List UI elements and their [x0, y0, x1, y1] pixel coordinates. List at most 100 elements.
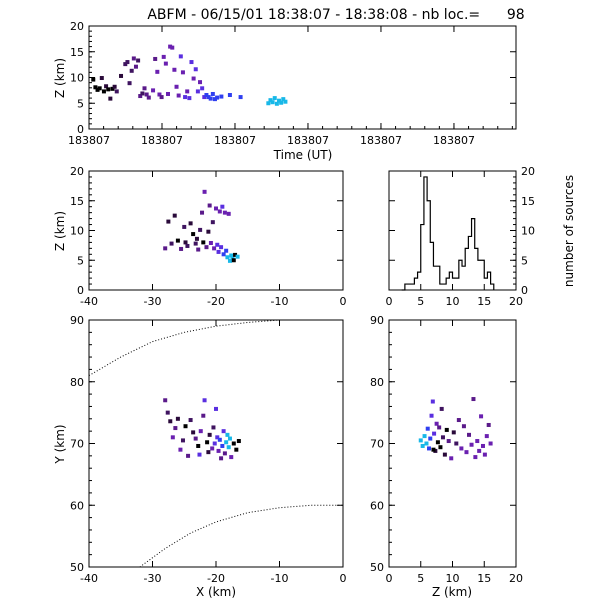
histogram-bin — [478, 260, 481, 290]
source-point — [202, 189, 207, 194]
source-point — [206, 229, 211, 234]
histogram-bin — [430, 242, 433, 290]
y-tick-label: 10 — [70, 72, 84, 85]
histogram-bin — [487, 272, 490, 290]
time-height-marks — [91, 44, 288, 106]
source-point — [473, 455, 478, 460]
source-point — [226, 445, 231, 450]
source-point — [191, 430, 196, 435]
source-point — [216, 448, 221, 453]
source-point — [176, 93, 181, 98]
source-point — [279, 100, 284, 105]
source-point — [434, 421, 439, 426]
x-tick-label: 10 — [446, 572, 460, 585]
x-y-ylabel: Y (km) — [53, 424, 67, 464]
source-point — [172, 213, 177, 218]
source-point — [220, 204, 225, 209]
x-tick-label: 15 — [477, 295, 491, 308]
x-y-arcs — [88, 319, 343, 568]
source-point — [193, 241, 198, 246]
source-point — [220, 443, 225, 448]
x-y-marks — [163, 398, 241, 461]
source-point — [215, 95, 220, 100]
source-point — [188, 418, 193, 423]
x-y-panel: 50 60 70 80 90 -40 -30 -20 -10 0 X (km) Y (km) — [53, 314, 347, 599]
source-point — [459, 446, 464, 451]
y-tick-label: 70 — [70, 438, 84, 451]
source-point — [163, 246, 168, 251]
source-point — [222, 210, 227, 215]
y-tick-label: 15 — [70, 46, 84, 59]
histogram-bin — [433, 266, 436, 290]
x-tick-label: -40 — [80, 295, 98, 308]
source-point — [486, 422, 491, 427]
source-point — [207, 203, 212, 208]
source-point — [204, 245, 209, 250]
source-point — [191, 232, 196, 237]
source-point — [233, 252, 238, 257]
source-point — [185, 89, 190, 94]
source-point — [225, 432, 230, 437]
source-point — [204, 93, 209, 98]
y-tick-label: 50 — [370, 561, 384, 574]
source-point — [446, 439, 451, 444]
source-point — [200, 86, 205, 91]
source-point — [454, 441, 459, 446]
source-point — [234, 447, 239, 452]
source-point — [202, 398, 207, 403]
x-tick-label: 183807 — [68, 134, 110, 147]
source-point — [194, 236, 199, 241]
network-range-arc — [88, 319, 280, 377]
source-point — [479, 414, 484, 419]
time-height-ylabel: Z (km) — [53, 58, 67, 98]
x-z-frame — [88, 170, 344, 291]
source-point — [101, 89, 106, 94]
x-y-xlabel: X (km) — [196, 585, 236, 599]
source-point — [206, 95, 211, 100]
histogram-step-line — [401, 176, 495, 291]
z-y-ticks: 50 60 70 80 90 0 5 10 15 20 — [370, 314, 523, 585]
source-point — [422, 434, 427, 439]
y-tick-label: 5 — [77, 97, 84, 110]
source-point — [182, 224, 187, 229]
source-point — [205, 440, 210, 445]
source-point — [227, 93, 232, 98]
source-point — [219, 245, 224, 250]
source-point — [439, 406, 444, 411]
source-point — [123, 62, 128, 67]
source-point — [198, 429, 203, 434]
source-point — [215, 242, 220, 247]
source-point — [217, 437, 222, 442]
histogram-bin — [446, 278, 449, 290]
source-point — [163, 398, 168, 403]
source-point — [159, 95, 164, 100]
histogram-bin — [424, 177, 427, 290]
source-point — [95, 87, 100, 92]
source-point — [214, 206, 218, 211]
source-point — [178, 54, 183, 59]
histogram-bin — [421, 225, 424, 290]
histogram-bin — [443, 284, 446, 290]
source-point — [91, 77, 96, 82]
source-point — [464, 450, 469, 455]
source-point — [153, 56, 158, 61]
source-point — [191, 76, 196, 81]
source-point — [477, 448, 482, 453]
x-y-frame — [88, 319, 344, 568]
source-point — [174, 84, 179, 89]
histogram-bin — [462, 266, 465, 290]
source-point — [268, 98, 273, 103]
y-tick-label: 80 — [370, 376, 384, 389]
source-point — [212, 441, 217, 446]
x-tick-label: 0 — [386, 572, 393, 585]
source-point — [127, 81, 132, 86]
source-point — [449, 456, 454, 461]
source-point — [198, 227, 203, 232]
source-point — [211, 425, 216, 430]
x-tick-label: 183807 — [214, 134, 256, 147]
source-point — [444, 427, 449, 432]
y-tick-label: 10 — [521, 225, 535, 238]
source-point — [427, 446, 432, 451]
source-point — [420, 443, 425, 448]
